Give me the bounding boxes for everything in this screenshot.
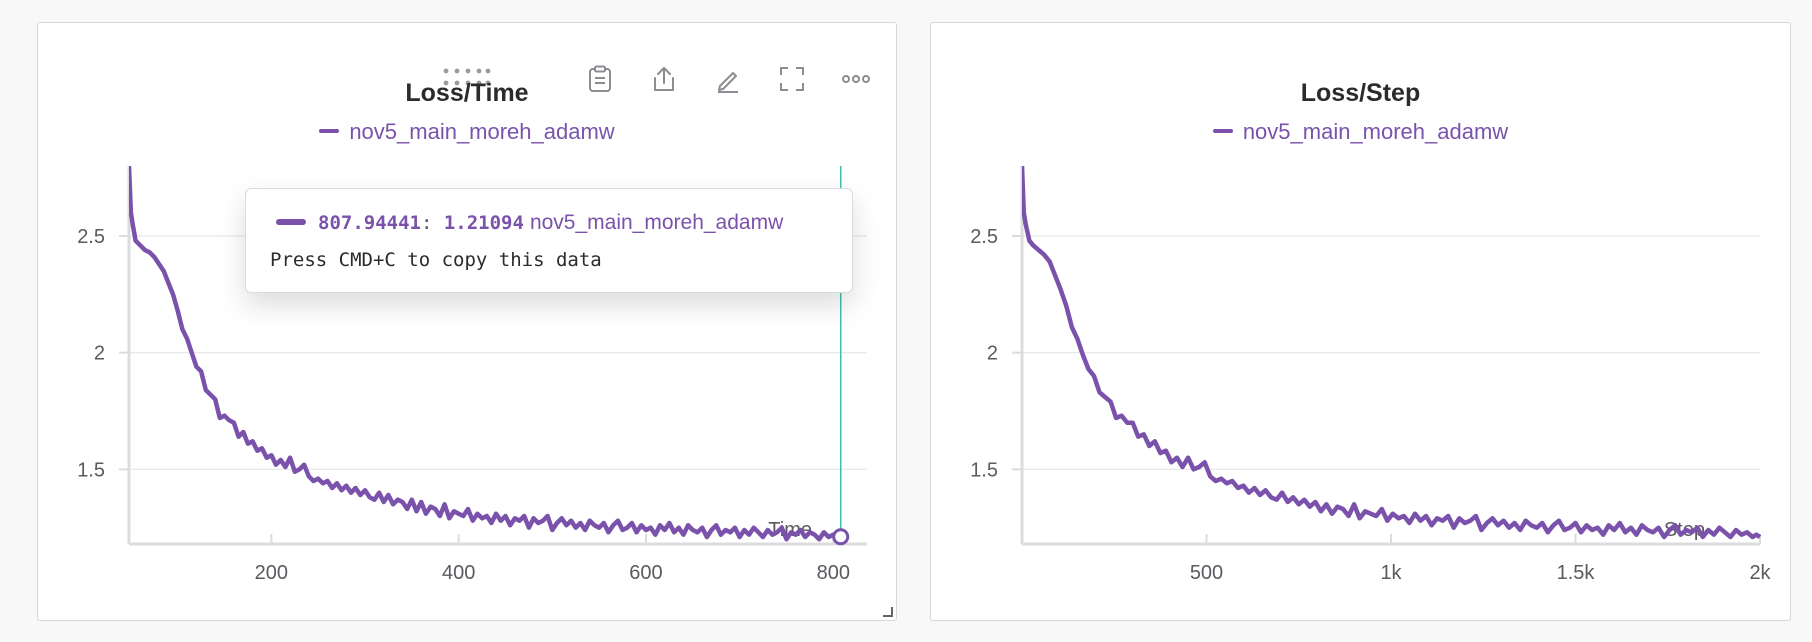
x-tick-label: 400 (442, 562, 475, 584)
x-tick-label: 500 (1190, 562, 1223, 584)
legend-label[interactable]: nov5_main_moreh_adamw (1242, 119, 1509, 144)
y-tick-label: 1.5 (77, 459, 105, 481)
chart-panel-loss-time[interactable]: Loss/Time nov5_main_moreh_adamw 1.5 2 2.5 2… (37, 22, 897, 621)
legend-swatch (319, 129, 340, 134)
clipboard-icon[interactable] (584, 63, 616, 95)
y-tick-label: 2 (987, 343, 998, 365)
tooltip-run-name: nov5_main_moreh_adamw (529, 211, 784, 234)
y-tick-label: 2.5 (77, 226, 105, 248)
tooltip-separator: : (420, 212, 433, 234)
x-tick-label: 800 (817, 562, 850, 584)
hover-point[interactable] (832, 528, 850, 546)
more-icon[interactable] (840, 63, 872, 95)
drag-handle-icon[interactable] (443, 67, 491, 94)
x-tick-label: 1k (1380, 562, 1402, 584)
tooltip-copy-hint: Press CMD+C to copy this data (270, 249, 602, 271)
chart-panel-loss-step[interactable]: Loss/Step nov5_main_moreh_adamw 1.5 2 2.5 5… (930, 22, 1791, 621)
chart-legend: nov5_main_moreh_adamw (38, 119, 896, 145)
tooltip-y-value: 1.21094 (443, 212, 524, 234)
series-line[interactable] (1022, 166, 1762, 540)
resize-handle-icon[interactable] (883, 607, 893, 617)
y-tick-label: 2.5 (970, 226, 998, 248)
chart-title: Loss/Step (1300, 79, 1421, 107)
x-tick-label: 1.5k (1557, 562, 1596, 584)
legend-swatch (1212, 129, 1233, 134)
y-tick-label: 2 (94, 343, 105, 365)
x-tick-label: 600 (629, 562, 662, 584)
tooltip-x-value: 807.94441 (318, 212, 421, 234)
x-axis-label: Time (768, 519, 812, 541)
series-line[interactable] (129, 166, 841, 542)
legend-label[interactable]: nov5_main_moreh_adamw (349, 119, 615, 144)
fullscreen-icon[interactable] (776, 63, 808, 95)
panel-toolbar (38, 63, 896, 97)
x-tick-label: 2k (1749, 562, 1771, 584)
chart-title: Loss/Time (405, 79, 529, 107)
y-tick-label: 1.5 (970, 459, 998, 481)
chart-legend: nov5_main_moreh_adamw (931, 119, 1790, 145)
data-tooltip: 807.94441: 1.21094 nov5_main_moreh_adamw … (245, 188, 853, 293)
pencil-icon[interactable] (712, 63, 744, 95)
share-icon[interactable] (648, 63, 680, 95)
tooltip-row: 807.94441: 1.21094 nov5_main_moreh_adamw (276, 211, 783, 235)
tooltip-swatch (276, 218, 306, 225)
x-tick-label: 200 (255, 562, 288, 584)
